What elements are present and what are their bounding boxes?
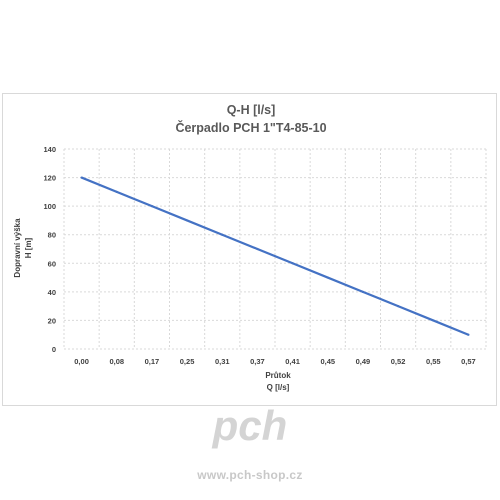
y-tick-label: 20 — [48, 316, 56, 325]
data-point — [291, 262, 294, 265]
x-tick-label: 0,08 — [109, 357, 124, 366]
x-tick-labels: 0,00 0,08 0,17 0,25 0,31 0,37 0,41 0,45 0,49 0,52… — [74, 357, 475, 366]
x-tick-label: 0,37 — [250, 357, 265, 366]
y-tick-label: 80 — [48, 231, 56, 240]
x-tick-label: 0,57 — [461, 357, 476, 366]
y-tick-label: 120 — [43, 174, 56, 183]
data-point — [467, 333, 470, 336]
data-point — [115, 190, 118, 193]
series-line — [81, 176, 469, 336]
data-point — [361, 290, 365, 293]
x-tick-label: 0,17 — [145, 357, 160, 366]
data-point — [221, 233, 224, 236]
pch-logo: pch — [200, 402, 300, 450]
x-tick-label: 0,49 — [356, 357, 371, 366]
y-tick-label: 40 — [48, 288, 56, 297]
x-tick-label: 0,52 — [391, 357, 406, 366]
series-layer — [80, 176, 470, 336]
chart-frame: Q-H [l/s] Čerpadlo PCH 1"T4-85-10 0 20 40 6… — [2, 93, 497, 406]
grid-layer — [63, 148, 487, 350]
data-point — [326, 276, 329, 279]
x-tick-label: 0,41 — [285, 357, 300, 366]
y-tick-labels: 0 20 40 60 80 100 120 140 — [43, 145, 56, 354]
data-point — [432, 319, 435, 322]
y-axis-label: Dopravní výška H [m] — [13, 218, 33, 278]
x-tick-label: 0,00 — [74, 357, 89, 366]
data-point — [185, 219, 189, 222]
chart-svg: Q-H [l/s] Čerpadlo PCH 1"T4-85-10 0 20 40 6… — [13, 103, 487, 392]
data-point — [80, 176, 83, 179]
website-url[interactable]: www.pch-shop.cz — [197, 468, 303, 482]
y-tick-label: 0 — [52, 345, 56, 354]
y-axis-label-line-1: Dopravní výška — [13, 218, 22, 278]
chart-title-line-2: Čerpadlo PCH 1"T4-85-10 — [175, 120, 326, 135]
x-axis-label-line-2: Q [l/s] — [267, 383, 290, 392]
y-tick-label: 140 — [43, 145, 56, 154]
data-point — [150, 205, 154, 208]
x-axis-label-line-1: Průtok — [265, 371, 291, 380]
y-tick-label: 60 — [48, 259, 56, 268]
x-tick-label: 0,31 — [215, 357, 230, 366]
y-axis-label-line-2: H [m] — [24, 237, 33, 258]
chart-title-line-1: Q-H [l/s] — [227, 103, 276, 117]
data-point — [396, 305, 400, 308]
x-tick-label: 0,55 — [426, 357, 441, 366]
x-tick-label: 0,45 — [320, 357, 335, 366]
x-tick-label: 0,25 — [180, 357, 195, 366]
y-tick-label: 100 — [43, 202, 56, 211]
data-point — [256, 247, 259, 251]
svg-text:pch: pch — [212, 402, 288, 449]
